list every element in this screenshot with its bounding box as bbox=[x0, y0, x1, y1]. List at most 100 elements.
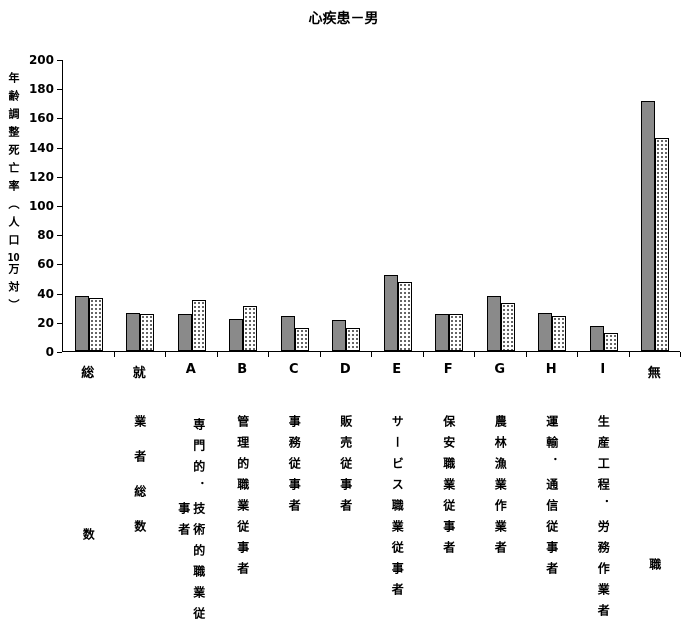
y-tick-label: 0 bbox=[45, 345, 54, 359]
bar-solid-就 bbox=[126, 313, 141, 351]
bar-dotted-D bbox=[346, 328, 361, 351]
plot-area bbox=[62, 60, 680, 352]
x-category-label: D bbox=[339, 362, 351, 377]
y-tick-label: 60 bbox=[37, 257, 54, 272]
x-tick-mark bbox=[680, 352, 681, 357]
y-tick-label: 80 bbox=[37, 228, 54, 243]
bar-dotted-A bbox=[191, 300, 206, 351]
x-category-sublabel: 生産工程．労務作業者 bbox=[596, 415, 611, 625]
x-category-sublabel: 専門的．技術的職業従事者 bbox=[176, 417, 206, 628]
y-axis-label-char: 口 bbox=[7, 234, 20, 252]
y-tick-mark bbox=[57, 118, 62, 120]
x-category-sublabel: 職 bbox=[647, 558, 662, 579]
y-tick-mark bbox=[57, 235, 62, 237]
bar-dotted-総 bbox=[88, 298, 103, 351]
x-category-sublabel: 管理的職業従事者 bbox=[235, 415, 250, 583]
bar-solid-無 bbox=[641, 101, 656, 351]
x-category-label: I bbox=[600, 362, 606, 377]
x-category-label: E bbox=[392, 362, 402, 377]
x-category-label: F bbox=[443, 362, 453, 377]
bar-dotted-B bbox=[243, 306, 258, 351]
x-category-label: H bbox=[545, 362, 557, 377]
x-category-label: 就 bbox=[132, 366, 146, 381]
bar-solid-B bbox=[229, 319, 244, 351]
y-tick-label: 120 bbox=[28, 169, 54, 184]
y-tick-label: 100 bbox=[28, 199, 54, 213]
bar-solid-I bbox=[589, 326, 604, 351]
y-axis-label-char: 率 bbox=[7, 180, 20, 198]
y-axis-label-char: 年 bbox=[7, 72, 20, 90]
bar-dotted-G bbox=[500, 303, 515, 351]
y-tick-mark bbox=[57, 60, 62, 61]
x-category-sublabel: 業者総数 bbox=[132, 415, 147, 555]
bar-dotted-F bbox=[449, 314, 464, 351]
x-tick-mark bbox=[525, 352, 527, 357]
bar-dotted-無 bbox=[655, 138, 670, 351]
x-category-label: C bbox=[288, 362, 299, 377]
y-axis-label-char: 死 bbox=[7, 144, 20, 162]
y-tick-mark bbox=[57, 147, 62, 149]
x-category-label: A bbox=[185, 362, 196, 377]
bar-dotted-就 bbox=[140, 314, 155, 351]
bar-solid-A bbox=[177, 314, 192, 351]
x-tick-mark bbox=[628, 352, 630, 357]
x-category-sublabel: 運輸．通信従事者 bbox=[544, 415, 559, 583]
bar-solid-E bbox=[383, 275, 398, 351]
y-axis-label-char: 対 bbox=[7, 281, 20, 299]
y-tick-label: 140 bbox=[28, 140, 54, 155]
y-tick-label: 200 bbox=[28, 53, 54, 67]
y-axis-label-char: 整 bbox=[7, 126, 20, 144]
y-tick-mark bbox=[57, 176, 62, 178]
y-axis-label-number: 10 bbox=[7, 252, 20, 263]
bar-dotted-I bbox=[603, 333, 618, 351]
y-axis-label-char: ） bbox=[7, 299, 20, 317]
y-tick-mark bbox=[57, 89, 62, 91]
y-tick-mark bbox=[57, 322, 62, 324]
x-category-sublabel: サービス職業従事者 bbox=[390, 415, 405, 604]
bar-dotted-H bbox=[552, 316, 567, 351]
bar-solid-D bbox=[332, 320, 347, 351]
y-tick-mark bbox=[57, 293, 62, 295]
x-tick-mark bbox=[165, 352, 166, 357]
bar-dotted-E bbox=[397, 282, 412, 351]
y-tick-mark bbox=[57, 352, 62, 353]
bar-solid-H bbox=[538, 313, 553, 351]
bar-solid-G bbox=[486, 296, 501, 351]
x-category-label: 総 bbox=[81, 366, 95, 381]
bar-dotted-C bbox=[294, 328, 309, 351]
x-category-label: G bbox=[494, 362, 506, 377]
y-tick-label: 20 bbox=[37, 315, 54, 330]
y-axis-label-char: 齢 bbox=[7, 90, 20, 108]
bar-solid-F bbox=[435, 314, 450, 351]
y-axis-label-char: 亡 bbox=[7, 162, 20, 180]
chart-title: 心疾患－男 bbox=[308, 11, 379, 27]
y-tick-label: 180 bbox=[28, 82, 54, 97]
y-tick-label: 160 bbox=[28, 111, 54, 126]
x-category-sublabel: 数 bbox=[81, 528, 96, 549]
x-category-label: 無 bbox=[647, 366, 661, 381]
y-axis-label-char: 万 bbox=[7, 263, 20, 281]
x-tick-mark bbox=[268, 352, 269, 357]
x-tick-mark bbox=[319, 352, 321, 357]
bar-solid-C bbox=[280, 316, 295, 351]
x-tick-mark bbox=[113, 352, 115, 357]
x-tick-mark bbox=[474, 352, 475, 357]
x-category-label: B bbox=[237, 362, 248, 377]
y-axis-label-char: 調 bbox=[7, 108, 20, 126]
y-tick-mark bbox=[57, 264, 62, 266]
y-axis-label: 年齢調整死亡率（人口10万対） bbox=[6, 72, 20, 317]
y-axis-label-char: 人 bbox=[7, 216, 20, 234]
x-tick-mark bbox=[422, 352, 424, 357]
x-category-sublabel: 農林漁業作業者 bbox=[493, 415, 508, 562]
bar-solid-総 bbox=[74, 296, 89, 351]
x-tick-mark bbox=[577, 352, 578, 357]
x-category-sublabel: 販売従事者 bbox=[338, 415, 353, 520]
y-tick-mark bbox=[57, 206, 62, 207]
x-tick-mark bbox=[371, 352, 372, 357]
x-category-sublabel: 保安職業従事者 bbox=[441, 415, 456, 562]
y-tick-label: 40 bbox=[37, 286, 54, 301]
x-tick-mark bbox=[216, 352, 218, 357]
x-category-sublabel: 事務従事者 bbox=[287, 415, 302, 520]
y-axis-label-char: （ bbox=[7, 198, 20, 216]
